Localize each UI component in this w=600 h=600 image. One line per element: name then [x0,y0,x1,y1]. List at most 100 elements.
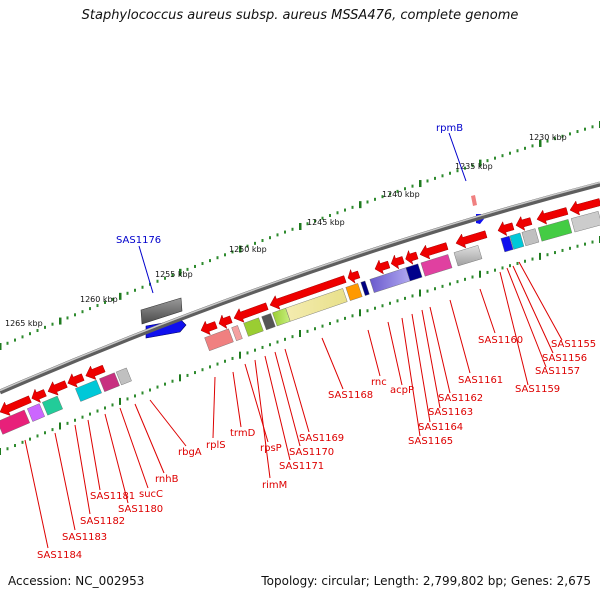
tick-minor [149,388,151,392]
tick-minor [44,431,46,435]
tick-minor [141,285,144,289]
tick-minor [321,216,324,220]
feature-box [537,219,573,242]
tick-minor [546,139,549,143]
tick-minor [569,246,571,250]
tick-minor [224,253,226,257]
tick-major [239,245,242,253]
scale-label: 1235 kbp [455,162,493,171]
leader-line [54,432,76,531]
feature-box-rpmb [471,195,477,206]
tick-major [59,422,61,430]
tick-minor [21,440,24,444]
gene-label-sas1164: SAS1164 [418,422,463,433]
leader-line [449,299,471,374]
gene-arrow [218,314,233,330]
tick-major [359,309,361,317]
gene-label-sas1181: SAS1181 [90,491,135,502]
tick-minor [471,275,474,279]
leader-line [104,413,129,504]
tick-minor [366,309,369,313]
gene-arrow [374,259,391,275]
gene-label-rpsp: rpsP [260,443,282,454]
leader-line [429,306,451,394]
tick-minor [171,273,174,277]
tick-minor [524,146,526,150]
gene-arrow [515,215,533,231]
tick-minor [66,421,69,425]
tick-minor [396,189,399,193]
gene-arrow [569,198,600,216]
feature-box [360,280,370,296]
tick-minor [509,151,511,155]
tick-minor [554,137,556,141]
tick-minor [396,299,399,303]
tick-minor [404,296,406,300]
tick-minor [554,251,556,255]
feature-box-sas1176 [140,297,183,325]
tick-minor [434,176,436,180]
tick-minor [494,268,496,272]
tick-minor [81,310,84,314]
tick-minor [284,230,286,234]
gene-label-rnc: rnc [371,377,387,388]
feature-box [345,283,363,301]
tick-minor [389,192,391,196]
scale-label: 1250 kbp [229,245,267,254]
gene-label-sas1182: SAS1182 [80,516,125,527]
gene-arrow [269,275,347,310]
tick-minor [501,266,504,270]
leader-line [119,407,149,489]
tick-minor [141,391,144,395]
gene-arrow [67,373,85,388]
tick-minor [89,307,91,311]
tick-minor [126,291,129,295]
gene-arrow [47,380,68,396]
tick-minor [389,301,391,305]
tick-minor [74,418,76,422]
tick-minor [576,244,579,248]
leader-line [421,309,441,409]
tick-minor [434,287,436,291]
gene-label-sas1159: SAS1159 [515,384,560,395]
feature-box [509,232,525,250]
tick-major [359,201,362,209]
leader-line [24,439,49,549]
leader-line [479,288,496,334]
gene-arrow [31,388,47,403]
tick-minor [89,412,91,416]
tick-major [119,397,121,405]
tick-minor [449,171,451,175]
tick-minor [44,325,46,329]
tick-minor [426,179,429,183]
feature-box [420,254,453,277]
tick-minor [29,332,31,336]
tick-minor [336,211,339,215]
gene-arrow [85,364,106,380]
tick-minor [186,373,189,377]
tick-minor [216,362,219,366]
tick-minor [374,306,376,310]
tick-minor [456,280,459,284]
tick-minor [449,282,451,286]
tick-minor [591,125,594,129]
gene-label-sas1180: SAS1180 [118,504,163,515]
tick-minor [231,250,234,254]
leader-line [499,271,529,386]
tick-minor [584,127,586,131]
tick-minor [246,244,249,248]
feature-box [261,313,276,331]
tick-minor [351,314,354,318]
tick-major [179,268,182,276]
gene-arrow [455,230,488,249]
tick-minor [561,248,564,252]
tick-minor [261,345,264,349]
tick-minor [329,213,331,217]
tick-major [419,289,421,297]
tick-minor [494,156,496,160]
tick-major [0,343,2,350]
forward-strand-features [140,195,484,339]
tick-minor [561,134,564,138]
tick-minor [441,174,444,178]
